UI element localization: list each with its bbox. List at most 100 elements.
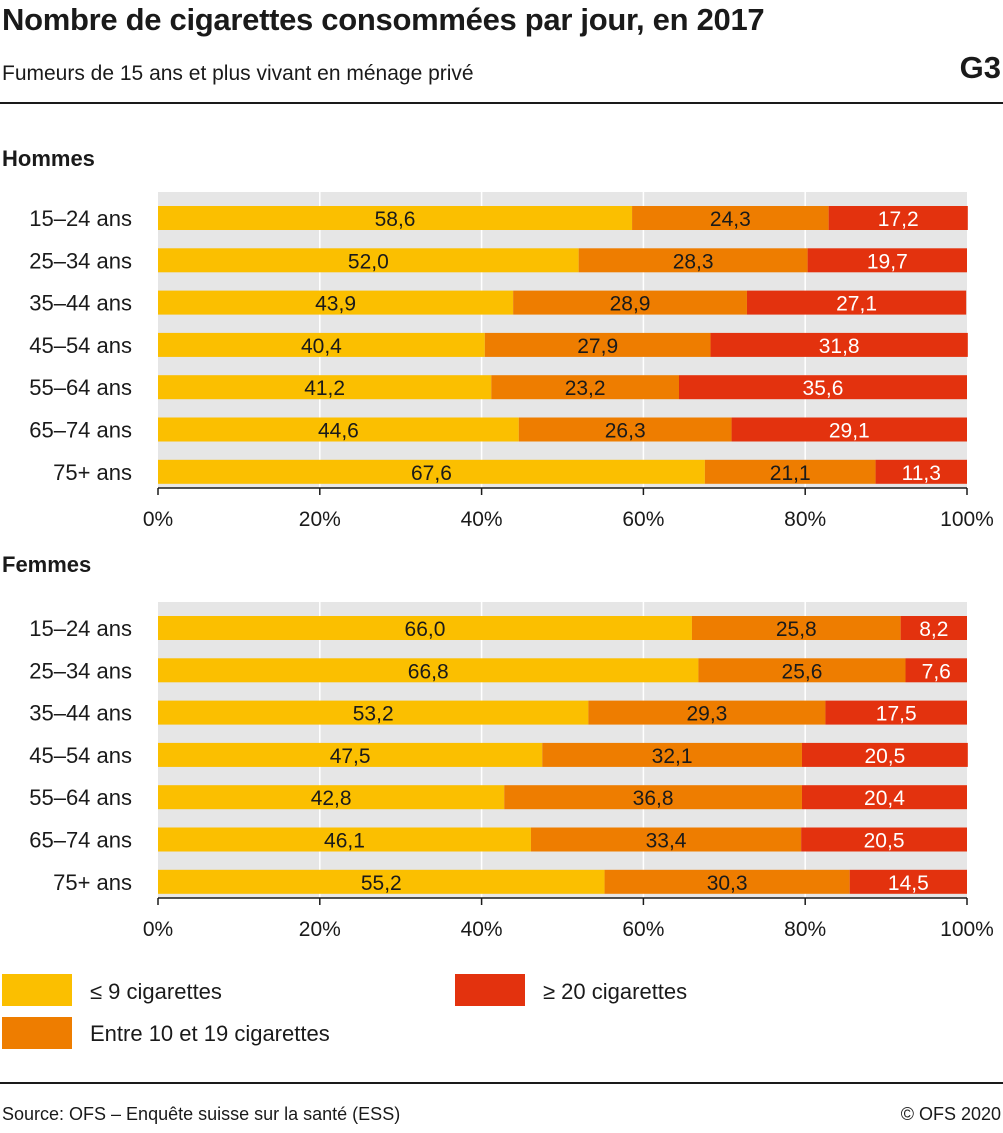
data-label: 21,1 (770, 462, 811, 485)
data-label: 20,4 (864, 787, 905, 810)
category-label: 35–44 ans (29, 291, 132, 316)
data-label: 44,6 (318, 420, 359, 443)
category-label: 45–54 ans (29, 333, 132, 358)
bar-segment-mid (530, 827, 802, 852)
footer-rule (0, 1082, 1003, 1084)
bar-segment-low (158, 248, 579, 273)
data-label: 46,1 (324, 830, 365, 853)
bar-segment-mid (542, 742, 802, 767)
category-label: 65–74 ans (29, 828, 132, 853)
bar-segment-low (158, 375, 492, 400)
data-label: 28,3 (673, 250, 714, 273)
category-label: 65–74 ans (29, 418, 132, 443)
bar-segment-high (801, 827, 967, 852)
data-label: 20,5 (864, 830, 905, 853)
bar-segment-mid (632, 206, 829, 230)
bar-segment-high (746, 290, 967, 315)
x-tick-label: 0% (143, 508, 173, 531)
bar-segment-high (710, 332, 968, 357)
x-tick-label: 40% (461, 508, 503, 531)
data-label: 42,8 (311, 787, 352, 810)
data-label: 27,9 (577, 335, 618, 358)
bar-segment-mid (513, 290, 747, 315)
data-label: 33,4 (646, 830, 687, 853)
x-tick-label: 60% (622, 508, 664, 531)
data-label: 17,5 (876, 703, 917, 726)
data-label: 20,5 (864, 745, 905, 768)
header-rule (0, 102, 1003, 104)
data-label: 36,8 (633, 787, 674, 810)
data-label: 30,3 (707, 872, 748, 895)
chart-hommes: 15–24 ans 58,6 24,3 17,2 25–34 ans 52,0 28,3 19… (29, 192, 994, 531)
category-label: 45–54 ans (29, 743, 132, 768)
bar-segment-low (158, 332, 485, 357)
bar-segment-high (875, 459, 967, 484)
data-label: 11,3 (902, 462, 941, 485)
data-label: 67,6 (411, 462, 452, 485)
data-label: 43,9 (315, 293, 356, 316)
legend-label-mid: Entre 10 et 19 cigarettes (90, 1021, 330, 1046)
x-tick-label: 20% (299, 918, 341, 941)
bar-segment-low (158, 658, 699, 683)
bar-segment-high (801, 785, 967, 810)
category-label: 15–24 ans (29, 616, 132, 641)
category-label: 25–34 ans (29, 248, 132, 273)
bar-segment-mid (691, 616, 901, 640)
category-label: 55–64 ans (29, 375, 132, 400)
data-label: 53,2 (353, 703, 394, 726)
copyright-note: © OFS 2020 (900, 1104, 1001, 1124)
data-label: 24,3 (710, 208, 751, 231)
data-label: 29,3 (686, 703, 727, 726)
x-tick-label: 40% (461, 918, 503, 941)
bar-segment-low (158, 869, 605, 894)
bar-segment-high (731, 417, 967, 442)
bar-segment-high (678, 375, 967, 400)
data-label: 40,4 (301, 335, 342, 358)
x-tick-label: 20% (299, 508, 341, 531)
data-label: 19,7 (867, 250, 908, 273)
panel-title-femmes: Femmes (2, 552, 92, 577)
x-tick-label: 0% (143, 918, 173, 941)
legend-swatch-mid (2, 1017, 72, 1049)
bar-segment-mid (491, 375, 679, 400)
chart-subtitle: Fumeurs de 15 ans et plus vivant en ména… (2, 62, 474, 85)
category-label: 75+ ans (53, 870, 132, 895)
chart-femmes: 15–24 ans 66,0 25,8 8,2 25–34 ans 66,8 25,6 7,6… (29, 602, 994, 941)
bar-segment-mid (698, 658, 906, 683)
x-tick-label: 60% (622, 918, 664, 941)
x-tick-label: 100% (940, 508, 994, 531)
data-label: 26,3 (605, 420, 646, 443)
bar-segment-low (158, 206, 633, 230)
data-label: 41,2 (304, 377, 345, 400)
figure-code: G3 (959, 50, 1001, 85)
category-label: 75+ ans (53, 460, 132, 485)
category-label: 35–44 ans (29, 701, 132, 726)
data-label: 28,9 (610, 293, 651, 316)
data-label: 14,5 (888, 872, 929, 895)
data-label: 8,2 (919, 618, 948, 641)
legend-label-high: ≥ 20 cigarettes (543, 979, 688, 1004)
category-label: 15–24 ans (29, 206, 132, 231)
x-tick-label: 100% (940, 918, 994, 941)
bar-segment-low (158, 616, 692, 640)
bar-segment-low (158, 827, 531, 852)
bar-segment-high (825, 700, 967, 725)
bar-segment-high (849, 869, 967, 894)
data-label: 32,1 (652, 745, 693, 768)
bar-segment-mid (504, 785, 802, 810)
data-label: 66,0 (405, 618, 446, 641)
data-label: 23,2 (565, 377, 606, 400)
category-label: 25–34 ans (29, 658, 132, 683)
bar-segment-low (158, 700, 589, 725)
bar-segment-mid (604, 869, 850, 894)
bar-segment-mid (518, 417, 732, 442)
category-label: 55–64 ans (29, 785, 132, 810)
x-tick-label: 80% (784, 918, 826, 941)
data-label: 52,0 (348, 250, 389, 273)
legend-label-low: ≤ 9 cigarettes (90, 979, 222, 1004)
chart-title: Nombre de cigarettes consommées par jour… (2, 2, 765, 37)
data-label: 31,8 (819, 335, 860, 358)
legend-swatch-low (2, 974, 72, 1006)
panel-title-hommes: Hommes (2, 146, 95, 171)
data-label: 17,2 (878, 208, 919, 231)
